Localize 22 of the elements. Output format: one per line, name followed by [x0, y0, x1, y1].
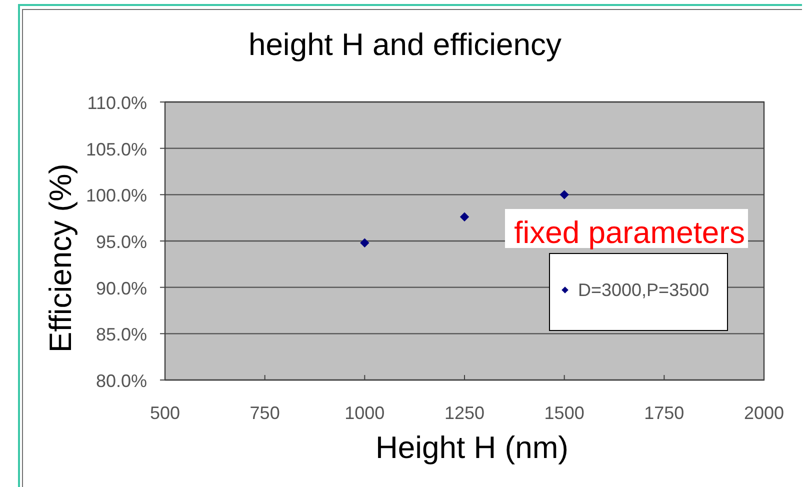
x-tick-label: 1750 — [644, 403, 684, 423]
x-tick-label: 750 — [250, 403, 280, 423]
point — [460, 212, 470, 222]
y-tick-label: 105.0% — [86, 139, 147, 160]
chart-title: height H and efficiency — [248, 27, 562, 62]
y-tick-label: 80.0% — [96, 371, 147, 391]
y-tick-label: 85.0% — [96, 324, 147, 345]
point — [360, 238, 370, 248]
x-axis-title: Height H (nm) — [376, 430, 568, 465]
x-tick-label: 1500 — [544, 403, 584, 423]
x-tick-label: 500 — [150, 403, 180, 423]
y-tick-label: 110.0% — [87, 93, 147, 113]
annotation: fixed parameters — [514, 215, 745, 250]
y-tick-label: 90.0% — [96, 278, 147, 298]
x-tick-label: 2000 — [744, 403, 784, 423]
y-axis-title: Efficiency (%) — [43, 164, 78, 352]
x-tick-label: 1000 — [344, 403, 385, 423]
y-tick-label: 100.0% — [86, 186, 147, 206]
point — [560, 190, 569, 200]
y-tick-label: 95.0% — [96, 232, 147, 252]
legend-label: D=3000,P=3500 — [578, 280, 710, 300]
x-tick-label: 1250 — [444, 403, 485, 423]
